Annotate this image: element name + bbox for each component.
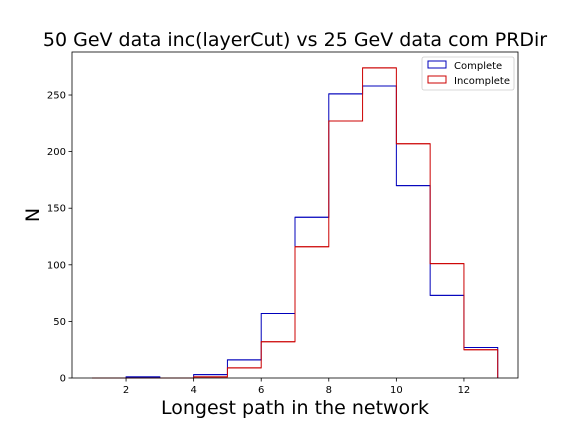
- x-axis: 2 4 6 8 10 12: [123, 378, 470, 396]
- x-tick-label: 12: [458, 385, 471, 396]
- y-tick-label: 250: [47, 91, 66, 102]
- legend-swatch-complete: [427, 60, 447, 69]
- y-tick-label: 0: [60, 374, 66, 385]
- legend-box: [421, 56, 515, 91]
- x-tick-label: 10: [390, 385, 403, 396]
- legend-swatch-incomplete: [427, 75, 447, 84]
- y-axis: 0 50 100 150 200 250: [47, 91, 72, 385]
- x-tick-label: 4: [190, 385, 196, 396]
- x-tick-label: 6: [258, 385, 264, 396]
- plot-frame: [71, 51, 519, 379]
- chart-title: 50 GeV data inc(layerCut) vs 25 GeV data…: [43, 29, 547, 51]
- y-axis-label: N: [22, 208, 44, 222]
- x-axis-label: Longest path in the network: [161, 397, 429, 419]
- legend-label-incomplete: Incomplete: [454, 76, 510, 87]
- y-tick-label: 50: [53, 317, 66, 328]
- y-tick-label: 100: [47, 260, 66, 271]
- legend-label-complete: Complete: [454, 61, 502, 72]
- legend: Complete Incomplete: [421, 56, 515, 91]
- x-tick-label: 2: [123, 385, 129, 396]
- y-tick-label: 150: [47, 204, 66, 215]
- plot-area: [92, 67, 499, 379]
- y-tick-label: 200: [47, 147, 66, 158]
- x-tick-label: 8: [326, 385, 332, 396]
